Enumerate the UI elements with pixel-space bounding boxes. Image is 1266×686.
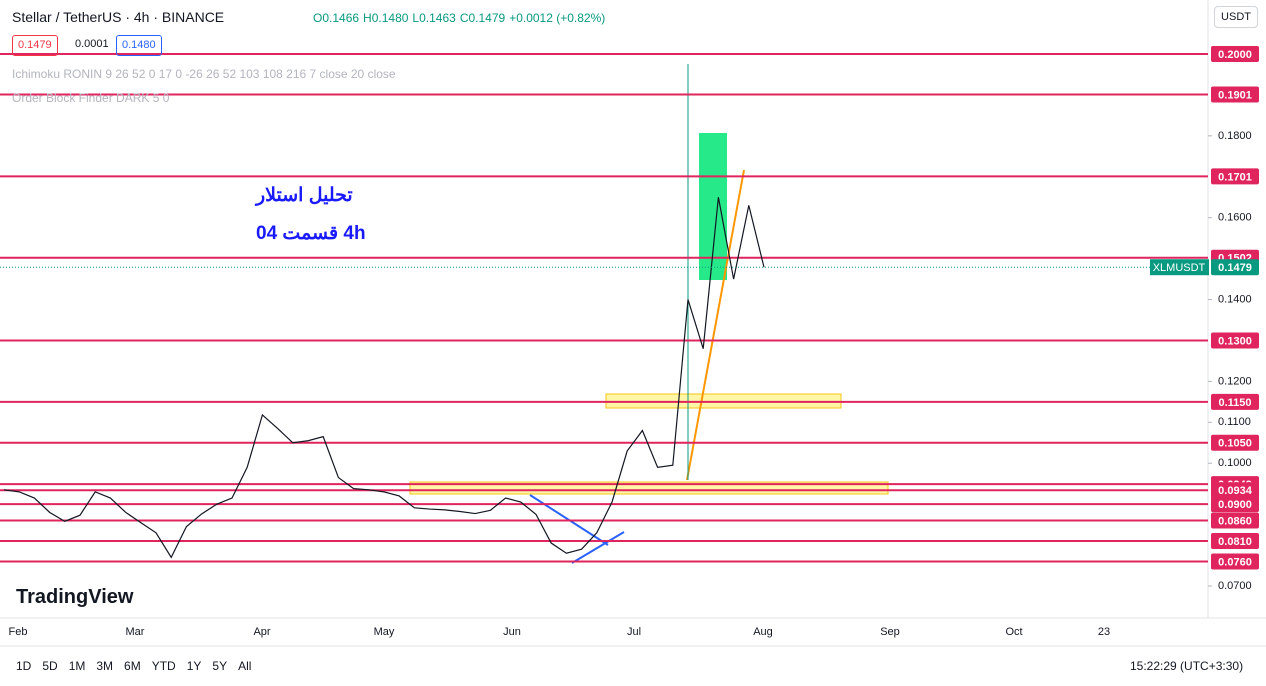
range-button[interactable]: YTD	[151, 659, 176, 673]
range-button[interactable]: 5D	[42, 659, 58, 673]
price-line	[3, 197, 765, 559]
range-button[interactable]: 1M	[68, 659, 86, 673]
x-tick-label: Jul	[627, 626, 641, 638]
high: H0.1480	[363, 11, 409, 25]
level-badge	[1211, 86, 1259, 103]
y-tick-label: 0.1000	[1218, 457, 1252, 469]
open: O0.1466	[313, 11, 360, 25]
close: C0.1479	[459, 11, 506, 25]
level-label: 0.0810	[1218, 536, 1252, 548]
series-name: XLMUSDT	[1153, 262, 1206, 274]
clock: 15:22:29 (UTC+3:30)	[1130, 659, 1244, 673]
y-tick-label: 0.0700	[1218, 580, 1252, 592]
low: L0.1463	[412, 11, 456, 25]
range-button[interactable]: 1D	[16, 659, 32, 673]
level-label: 0.1150	[1218, 397, 1251, 409]
symbol[interactable]: Stellar / TetherUS · 4h · BINANCE	[12, 9, 225, 25]
logo: TradingView	[16, 586, 134, 608]
level-label: 0.0934	[1218, 485, 1253, 497]
level-label: 0.1300	[1218, 335, 1252, 347]
spread: 0.0001	[75, 38, 109, 50]
y-tick-label: 0.1400	[1218, 293, 1252, 305]
range-button[interactable]: 3M	[96, 659, 114, 673]
last-price-badge	[1211, 259, 1259, 276]
level-badge	[1211, 168, 1259, 185]
y-tick-label: 0.1200	[1218, 375, 1252, 387]
range-button[interactable]: 5Y	[212, 659, 228, 673]
trend-line	[571, 531, 625, 564]
last-price-badge	[1150, 259, 1209, 276]
annotation: 4h قسمت 04	[256, 223, 366, 244]
level-badge	[1211, 332, 1259, 349]
currency[interactable]: USDT	[1214, 6, 1258, 28]
x-tick-label: Apr	[253, 626, 270, 638]
x-tick-label: May	[374, 626, 395, 638]
range-button[interactable]: All	[238, 659, 252, 673]
ask[interactable]: 0.1480	[116, 35, 162, 56]
level-badge	[1211, 496, 1259, 513]
x-tick-label: 23	[1098, 626, 1110, 638]
level-badge	[1211, 482, 1259, 499]
level-badge	[1211, 532, 1259, 549]
ohlc: O0.1466 H0.1480 L0.1463 C0.1479 +0.0012 (+0.…	[313, 11, 609, 25]
last-price-label: 0.1479	[1218, 262, 1252, 274]
level-label: 0.0760	[1218, 556, 1252, 568]
x-tick-label: Oct	[1005, 626, 1022, 638]
level-label: 0.0900	[1218, 499, 1252, 511]
change: +0.0012 (+0.82%)	[509, 11, 606, 25]
y-tick-label: 0.1600	[1218, 212, 1252, 224]
level-badge	[1211, 46, 1259, 62]
level-label: 0.2000	[1218, 49, 1252, 61]
x-tick-label: Aug	[753, 626, 773, 638]
level-label: 0.1701	[1218, 171, 1252, 183]
range-button[interactable]: 6M	[124, 659, 141, 673]
x-tick-label: Sep	[880, 626, 900, 638]
x-tick-label: Mar	[126, 626, 145, 638]
y-tick-label: 0.1100	[1218, 416, 1251, 428]
range-button[interactable]: 1Y	[186, 659, 202, 673]
indicator[interactable]: Order Block Finder DARK 5 0	[12, 91, 170, 105]
indicator[interactable]: Ichimoku RONIN 9 26 52 0 17 0 -26 26 52 …	[12, 67, 396, 81]
level-badge	[1211, 434, 1259, 451]
level-badge	[1211, 512, 1259, 529]
annotation: تحلیل استلار	[256, 185, 353, 206]
y-tick-label: 0.1800	[1218, 130, 1252, 142]
level-label: 0.1050	[1218, 438, 1252, 450]
level-badge	[1211, 393, 1259, 410]
level-label: 0.0860	[1218, 515, 1252, 527]
level-label: 0.1901	[1218, 89, 1252, 101]
range-toolbar: 1D 5D 1M 3M 6M YTD 1Y 5Y All	[16, 659, 262, 673]
level-badge	[1211, 553, 1259, 570]
x-tick-label: Feb	[9, 626, 28, 638]
trend-line	[686, 169, 745, 481]
x-tick-label: Jun	[503, 626, 521, 638]
bid[interactable]: 0.1479	[12, 35, 58, 56]
